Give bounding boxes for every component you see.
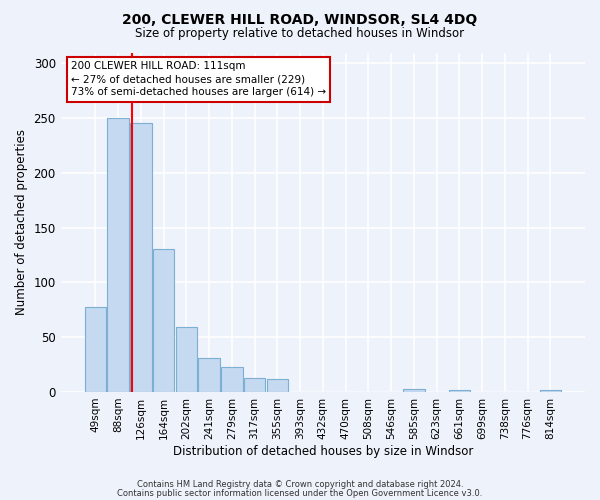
Bar (539, 390, 561, 392)
Bar (244, 378, 265, 392)
Text: 200 CLEWER HILL ROAD: 111sqm
← 27% of detached houses are smaller (229)
73% of s: 200 CLEWER HILL ROAD: 111sqm ← 27% of de… (71, 61, 326, 98)
Bar (176, 328, 197, 392)
Bar (85, 306, 106, 392)
Text: Contains public sector information licensed under the Open Government Licence v3: Contains public sector information licen… (118, 488, 482, 498)
X-axis label: Distribution of detached houses by size in Windsor: Distribution of detached houses by size … (173, 444, 473, 458)
Text: Size of property relative to detached houses in Windsor: Size of property relative to detached ho… (136, 28, 464, 40)
Bar (107, 118, 129, 392)
Bar (403, 388, 425, 392)
Bar (153, 248, 175, 392)
Text: Contains HM Land Registry data © Crown copyright and database right 2024.: Contains HM Land Registry data © Crown c… (137, 480, 463, 489)
Y-axis label: Number of detached properties: Number of detached properties (15, 129, 28, 315)
Bar (130, 122, 152, 392)
Bar (221, 367, 242, 392)
Bar (266, 379, 288, 392)
Bar (449, 390, 470, 392)
Text: 200, CLEWER HILL ROAD, WINDSOR, SL4 4DQ: 200, CLEWER HILL ROAD, WINDSOR, SL4 4DQ (122, 12, 478, 26)
Bar (198, 358, 220, 392)
